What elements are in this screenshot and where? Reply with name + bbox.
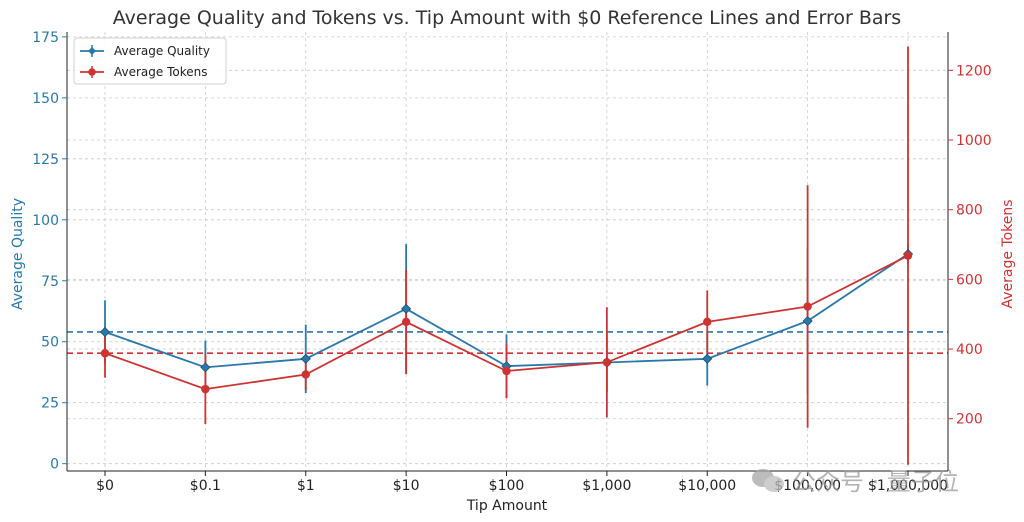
point-average-tokens <box>201 384 210 394</box>
y-tick-label-left: 125 <box>32 152 59 168</box>
x-tick-label: $10 <box>393 478 420 494</box>
legend-marker-average-tokens <box>88 68 96 76</box>
y-tick-label-right: 200 <box>956 412 983 428</box>
y-tick-label-left: 100 <box>32 213 59 229</box>
x-tick-label: $1,000,000 <box>868 478 948 494</box>
wechat-icon <box>752 467 786 493</box>
legend-label-average-quality: Average Quality <box>114 44 210 58</box>
legend-marker-average-quality <box>88 47 96 55</box>
x-tick-label: $0.1 <box>190 478 221 494</box>
x-tick-label: $0 <box>96 478 114 494</box>
point-average-quality <box>300 353 311 364</box>
y-tick-label-left: 75 <box>41 274 59 290</box>
x-axis-label: Tip Amount <box>466 498 548 514</box>
legend-box <box>73 37 227 85</box>
x-tick-label: $100,000 <box>774 478 841 494</box>
y-tick-label-right: 1000 <box>956 133 992 149</box>
grid <box>67 32 948 471</box>
point-average-tokens <box>903 251 913 260</box>
x-tick-label: $1,000 <box>582 478 631 494</box>
point-average-quality <box>802 315 813 327</box>
y-axis-label-right: Average Tokens <box>1000 199 1016 308</box>
axes <box>66 32 949 472</box>
legend: Average Quality Average Tokens <box>73 37 227 85</box>
point-average-quality <box>401 303 412 314</box>
x-tick-label: $100 <box>489 478 525 494</box>
point-average-tokens <box>301 370 310 379</box>
point-average-quality <box>200 362 211 373</box>
y-tick-label-left: 150 <box>32 91 59 107</box>
point-average-tokens <box>100 349 110 358</box>
y-tick-label-left: 175 <box>32 30 59 46</box>
y-tick-label-left: 25 <box>41 396 59 412</box>
y-tick-label-right: 400 <box>956 342 983 358</box>
y-tick-label-left: 50 <box>41 335 59 351</box>
reference-lines <box>67 331 948 355</box>
x-tick-label: $1 <box>297 478 315 494</box>
point-average-tokens <box>401 317 411 327</box>
chart-title: Average Quality and Tokens vs. Tip Amoun… <box>113 7 901 29</box>
point-average-tokens <box>502 366 511 376</box>
y-tick-label-right: 600 <box>956 272 983 288</box>
y-tick-label-right: 1200 <box>956 63 992 79</box>
watermark: 公众号 · 量子位 <box>752 462 959 497</box>
point-average-tokens <box>602 358 612 367</box>
point-average-tokens <box>803 302 812 311</box>
point-average-tokens <box>703 317 712 327</box>
series-markers <box>99 248 914 394</box>
y-tick-label-left: 0 <box>50 457 59 473</box>
watermark-text: 公众号 · 量子位 <box>792 468 959 496</box>
x-tick-label: $10,000 <box>678 478 736 494</box>
tick-labels: 0 25 50 75 100 125 150 175 200 400 600 800 1000 1200 $… <box>32 30 991 494</box>
point-average-quality <box>702 353 713 364</box>
y-axis-label-left: Average Quality <box>10 198 26 310</box>
point-average-quality <box>99 326 111 338</box>
y-tick-label-right: 800 <box>956 203 983 219</box>
legend-label-average-tokens: Average Tokens <box>114 65 208 79</box>
